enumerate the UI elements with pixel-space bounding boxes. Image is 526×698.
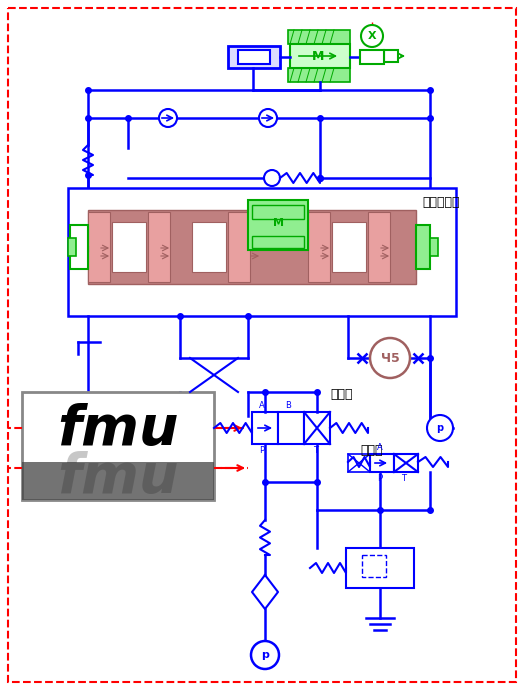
Bar bbox=[68, 188, 456, 316]
Text: 模态选择阀: 模态选择阀 bbox=[422, 195, 460, 209]
Bar bbox=[368, 212, 390, 282]
Bar bbox=[416, 225, 430, 269]
Text: A: A bbox=[377, 443, 383, 452]
Text: T: T bbox=[401, 474, 407, 483]
Text: T: T bbox=[313, 446, 319, 455]
Text: Ч5: Ч5 bbox=[381, 352, 399, 364]
Bar bbox=[22, 392, 214, 500]
Bar bbox=[308, 212, 330, 282]
Bar bbox=[362, 555, 386, 577]
Text: 伺服阀: 伺服阀 bbox=[330, 389, 352, 401]
Bar bbox=[384, 50, 398, 62]
Bar bbox=[252, 412, 278, 444]
Circle shape bbox=[264, 170, 280, 186]
Text: M: M bbox=[312, 50, 324, 64]
Bar bbox=[192, 222, 226, 272]
Bar bbox=[22, 462, 214, 500]
Text: 电磁阀: 电磁阀 bbox=[360, 443, 382, 456]
Bar bbox=[290, 44, 350, 68]
Bar bbox=[346, 548, 414, 588]
Bar bbox=[238, 50, 270, 64]
Bar bbox=[68, 238, 76, 256]
Text: M: M bbox=[272, 218, 284, 228]
Bar bbox=[332, 222, 366, 272]
Bar bbox=[112, 222, 146, 272]
Bar bbox=[430, 238, 438, 256]
Bar bbox=[370, 454, 394, 472]
Text: A: A bbox=[259, 401, 265, 410]
Bar bbox=[88, 210, 416, 284]
Bar bbox=[228, 212, 250, 282]
Circle shape bbox=[370, 338, 410, 378]
Bar bbox=[148, 212, 170, 282]
Circle shape bbox=[259, 109, 277, 127]
Circle shape bbox=[427, 415, 453, 441]
Bar bbox=[228, 46, 280, 68]
Bar bbox=[248, 200, 308, 250]
Text: P: P bbox=[259, 446, 265, 455]
Text: p: p bbox=[437, 423, 443, 433]
Bar bbox=[278, 412, 304, 444]
Circle shape bbox=[361, 25, 383, 47]
Text: fmu: fmu bbox=[57, 403, 179, 457]
Bar bbox=[360, 50, 384, 64]
Bar bbox=[88, 212, 110, 282]
Bar bbox=[288, 30, 350, 44]
Circle shape bbox=[159, 109, 177, 127]
Bar bbox=[252, 236, 304, 248]
Bar bbox=[394, 454, 418, 472]
Bar bbox=[252, 205, 304, 219]
Bar bbox=[304, 412, 330, 444]
Bar bbox=[288, 68, 350, 82]
Text: p: p bbox=[261, 650, 269, 660]
Text: B: B bbox=[285, 401, 291, 410]
Text: X: X bbox=[368, 31, 376, 41]
Circle shape bbox=[251, 641, 279, 669]
Text: fmu: fmu bbox=[57, 451, 179, 505]
Text: P: P bbox=[378, 474, 382, 483]
Bar bbox=[348, 454, 370, 472]
Bar bbox=[70, 225, 88, 269]
